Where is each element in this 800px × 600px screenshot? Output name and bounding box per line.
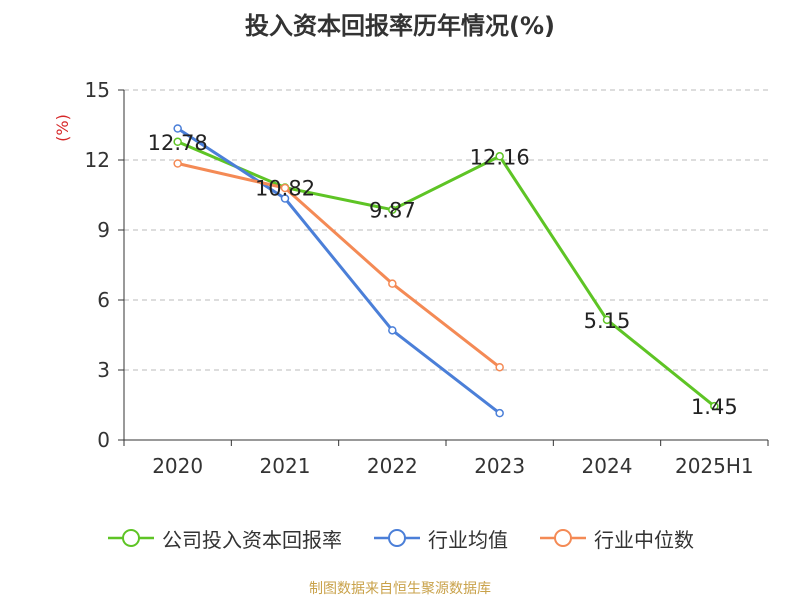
data-label: 12.78 [148, 131, 208, 155]
source-footer: 制图数据来自恒生聚源数据库 [309, 581, 491, 597]
legend-label: 公司投入资本回报率 [162, 527, 342, 552]
data-point [173, 124, 182, 133]
series-line [176, 127, 501, 415]
legend-item[interactable]: 公司投入资本回报率 [106, 524, 342, 553]
data-point [602, 315, 612, 325]
data-point [388, 326, 397, 335]
data-point [710, 401, 719, 411]
data-label: 1.45 [691, 395, 738, 419]
y-tick-label: 9 [97, 218, 110, 242]
x-tick-label: 2023 [474, 454, 525, 478]
data-point [280, 194, 290, 203]
series-line [177, 162, 501, 369]
y-tick-label: 6 [97, 288, 110, 312]
y-tick-label: 15 [85, 78, 110, 102]
x-tick-label: 2020 [152, 454, 203, 478]
data-point [495, 152, 504, 161]
data-point [495, 362, 504, 372]
y-axis-label: (%) [53, 114, 72, 142]
x-tick-label: 2021 [260, 454, 311, 478]
data-label: 10.82 [255, 177, 315, 201]
legend-line-icon [374, 529, 420, 547]
y-tick-label: 12 [85, 148, 110, 172]
data-point [388, 205, 397, 214]
data-point [495, 408, 504, 418]
data-point [388, 279, 397, 288]
data-point [280, 183, 290, 193]
x-tick-label: 2022 [367, 454, 418, 478]
y-tick-label: 0 [97, 428, 110, 452]
legend: 公司投入资本回报率 行业均值 行业中位数 [0, 520, 800, 556]
data-label: 9.87 [369, 199, 416, 223]
x-tick-label: 2025H1 [675, 454, 754, 478]
data-label: 5.15 [584, 309, 631, 333]
series-line [177, 140, 716, 408]
data-point [173, 159, 182, 168]
legend-item[interactable]: 行业均值 [372, 524, 508, 553]
data-label: 12.16 [470, 145, 530, 169]
legend-label: 行业中位数 [594, 527, 694, 552]
x-tick-label: 2024 [582, 454, 633, 478]
data-point [173, 137, 182, 147]
y-tick-label: 3 [97, 358, 110, 382]
line-chart: 0 3 6 9 12 15 2020 2021 2022 2023 2024 2025H1 (%) 12.… [53, 78, 769, 478]
chart-title: 投入资本回报率历年情况(%) [245, 12, 555, 40]
legend-label: 行业均值 [428, 527, 508, 552]
legend-line-icon [540, 529, 586, 547]
legend-item[interactable]: 行业中位数 [538, 524, 694, 553]
legend-line-icon [108, 529, 154, 547]
